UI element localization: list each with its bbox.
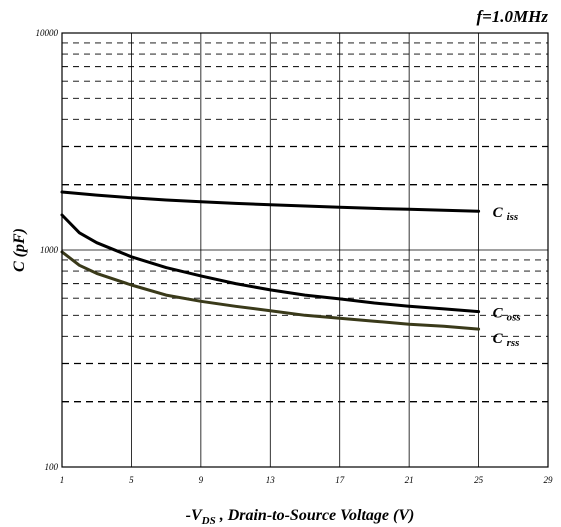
- grid: [61, 33, 549, 467]
- x-tick-label: 5: [129, 475, 134, 485]
- series-line-ciss: [60, 190, 481, 213]
- series-layer: [60, 190, 481, 331]
- x-tick-label: 1: [60, 475, 65, 485]
- x-axis-title-rest: , Drain-to-Source Voltage (V): [216, 507, 415, 524]
- x-tick-label: 21: [405, 475, 414, 485]
- x-tick-labels: 1 5 9 13 17 21 25 29: [60, 475, 553, 485]
- x-tick-label: 9: [199, 475, 204, 485]
- x-axis-title: -VDS , Drain-to-Source Voltage (V): [186, 507, 415, 527]
- y-tick-label: 1000: [40, 245, 59, 255]
- y-axis-title: C (pF): [11, 228, 28, 272]
- series-line-crss: [60, 250, 481, 331]
- x-tick-label: 17: [335, 475, 345, 485]
- y-tick-label: 10000: [36, 28, 59, 38]
- series-line-coss: [60, 213, 481, 314]
- plot-frame: [61, 32, 549, 468]
- x-tick-label: 13: [266, 475, 276, 485]
- x-tick-label: 25: [474, 475, 484, 485]
- x-axis-title-subscript: DS: [201, 515, 216, 527]
- x-tick-label: 29: [544, 475, 554, 485]
- frequency-annotation: f=1.0MHz: [476, 7, 548, 26]
- y-tick-labels: 100 1000 10000: [36, 28, 59, 472]
- x-axis-title-prefix: -V: [186, 507, 203, 524]
- y-tick-label: 100: [45, 462, 59, 472]
